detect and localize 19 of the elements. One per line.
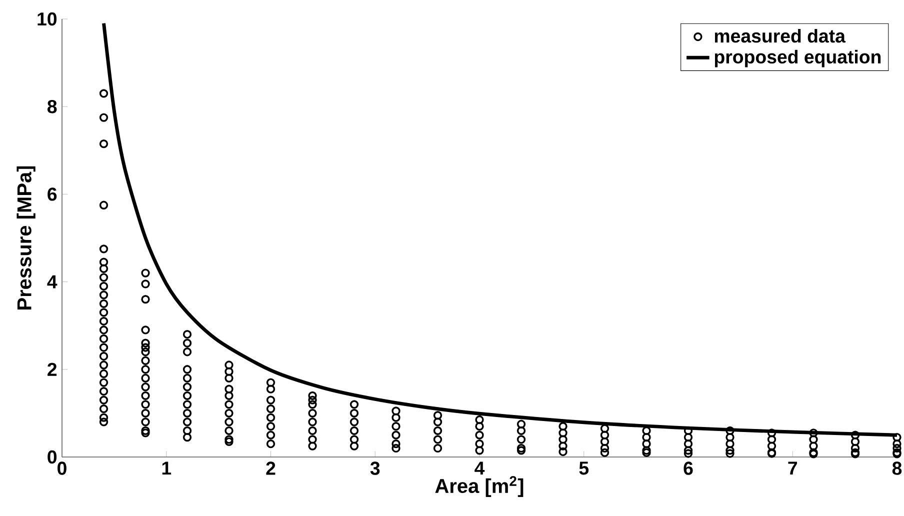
x-tick-label: 5 [579, 462, 589, 475]
x-tick-label: 6 [684, 462, 693, 475]
x-tick-label: 7 [788, 462, 797, 475]
legend-label: proposed equation [714, 50, 881, 68]
x-axis-title: Area [m$^{2}$] [435, 476, 524, 497]
y-tick-label: 0 [48, 450, 57, 464]
x-tick-label: 3 [370, 462, 380, 475]
x-tick-label: 4 [474, 462, 485, 475]
x-tick-label: 2 [266, 462, 276, 475]
legend-label: measured data [714, 28, 846, 43]
y-tick-label: 6 [48, 188, 57, 201]
y-tick-label: 10 [38, 12, 57, 26]
x-tick-label: 0 [58, 462, 66, 475]
y-tick-label: 8 [48, 100, 57, 114]
y-tick-label: 4 [47, 275, 58, 288]
y-tick-label: 2 [48, 362, 57, 376]
x-tick-label: 8 [892, 462, 902, 475]
y-axis-title: Pressure [MPa] [16, 166, 36, 310]
x-tick-label: 1 [162, 462, 172, 475]
